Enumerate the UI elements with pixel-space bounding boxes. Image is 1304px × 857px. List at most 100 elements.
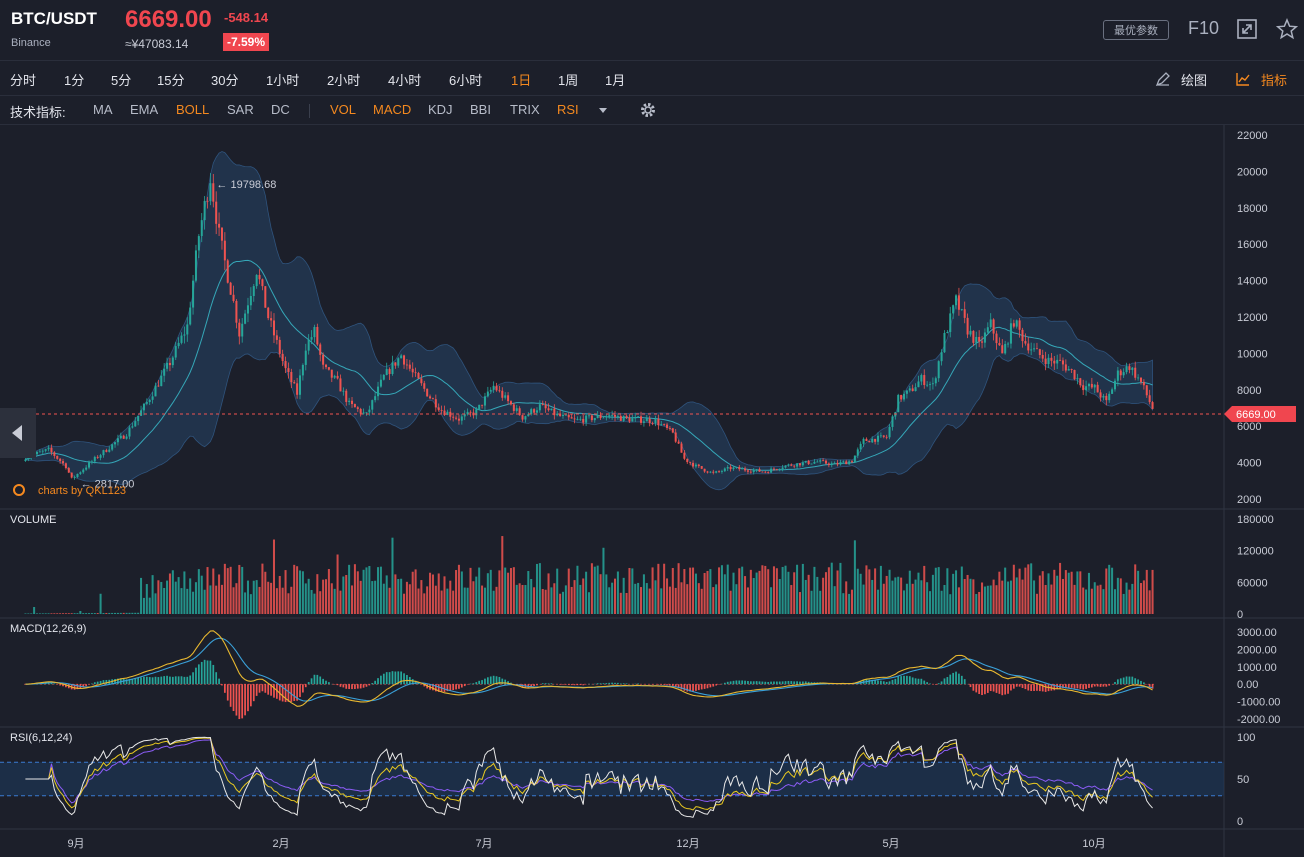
candle-body: [735, 467, 738, 468]
macd-histogram-bar: [1067, 684, 1070, 689]
candle-body: [694, 464, 697, 467]
candle-body: [73, 477, 76, 478]
pair-title: BTC/USDT: [11, 9, 97, 28]
tf-4h[interactable]: 4小时: [388, 73, 422, 88]
ind-kdj[interactable]: KDJ: [428, 102, 453, 117]
volume-bar: [434, 585, 437, 614]
chart-area[interactable]: 2200020000180001600014000120001000080006…: [0, 125, 1304, 857]
candle-body: [729, 467, 732, 470]
volume-bar: [244, 592, 247, 614]
volume-bar: [252, 580, 255, 614]
volume-bar: [853, 540, 856, 614]
volume-bar: [807, 574, 810, 614]
macd-histogram-bar: [356, 684, 359, 689]
tf-30m[interactable]: 30分: [211, 73, 239, 88]
volume-bar: [527, 571, 530, 614]
collapse-panel-button[interactable]: [0, 408, 36, 458]
volume-bar: [99, 593, 102, 614]
macd-histogram-bar: [437, 684, 440, 692]
macd-histogram-bar: [619, 683, 622, 685]
volume-bar: [553, 583, 556, 614]
ind-rsi[interactable]: RSI: [557, 102, 579, 117]
volume-bar: [533, 587, 536, 614]
tf-1d[interactable]: 1日: [511, 73, 532, 88]
tf-2h[interactable]: 2小时: [327, 73, 361, 88]
volume-bar: [122, 612, 125, 614]
macd-histogram-bar: [348, 684, 350, 690]
macd-histogram-bar: [215, 672, 218, 685]
ind-boll[interactable]: BOLL: [176, 102, 210, 117]
candle-body: [703, 468, 706, 472]
ind-vol[interactable]: VOL: [330, 102, 357, 117]
settings-gear-icon[interactable]: [639, 101, 657, 119]
macd-histogram-bar: [455, 684, 457, 690]
volume-bar: [634, 583, 637, 614]
macd-histogram-bar: [1041, 684, 1044, 692]
macd-histogram-bar: [761, 681, 764, 685]
volume-bar: [775, 568, 778, 614]
volume-bar: [220, 584, 223, 614]
tf-5m[interactable]: 5分: [111, 73, 132, 88]
candle-body: [455, 417, 458, 419]
macd-histogram-bar: [1033, 684, 1035, 691]
candle-body: [1073, 369, 1076, 380]
ind-ma[interactable]: MA: [93, 102, 113, 117]
candle-body: [359, 408, 362, 414]
tf-1m[interactable]: 1分: [64, 73, 85, 88]
tf-6h[interactable]: 6小时: [449, 73, 483, 88]
candle-body: [310, 337, 313, 340]
macd-histogram-bar: [1076, 684, 1079, 689]
tf-fenshi[interactable]: 分时: [10, 73, 37, 88]
tf-1h[interactable]: 1小时: [266, 73, 300, 88]
draw-button[interactable]: 绘图: [1181, 73, 1208, 88]
candle-body: [622, 415, 625, 421]
volume-bar: [177, 577, 180, 614]
volume-bar: [715, 584, 718, 614]
volume-bar: [1122, 593, 1125, 614]
candle-body: [1119, 370, 1122, 376]
pencil-icon[interactable]: [1155, 71, 1171, 87]
candle-body: [1067, 369, 1070, 371]
candle-body: [348, 400, 351, 402]
ind-macd[interactable]: MACD: [373, 102, 412, 117]
candle-body: [122, 435, 125, 439]
volume-bar: [333, 588, 336, 614]
candle-body: [333, 375, 336, 378]
macd-histogram-bar: [501, 678, 504, 685]
macd-histogram-bar: [325, 680, 327, 685]
tf-1mo[interactable]: 1月: [605, 73, 626, 88]
candle-body: [96, 456, 99, 458]
volume-bar: [946, 568, 949, 614]
candle-body: [524, 416, 527, 420]
ind-sar[interactable]: SAR: [227, 102, 254, 117]
macd-histogram-bar: [622, 683, 625, 685]
candle-body: [134, 421, 137, 427]
ind-ema[interactable]: EMA: [130, 102, 159, 117]
volume-bar: [813, 566, 816, 614]
best-params-button[interactable]: 最优参数: [1103, 20, 1169, 40]
fullscreen-icon[interactable]: [1236, 18, 1258, 40]
indicator-button[interactable]: 指标: [1261, 73, 1288, 88]
candle-body: [579, 418, 582, 420]
candle-body: [275, 335, 278, 340]
candle-body: [481, 404, 484, 406]
ind-bbi[interactable]: BBI: [470, 102, 491, 117]
volume-bar: [382, 583, 385, 614]
ind-dc[interactable]: DC: [271, 102, 290, 117]
volume-tick-label: 0: [1237, 609, 1243, 621]
star-icon[interactable]: [1276, 18, 1298, 40]
volume-bar: [1070, 571, 1073, 614]
candle-body: [405, 364, 408, 366]
f10-button[interactable]: F10: [1188, 18, 1220, 38]
candle-body: [264, 286, 267, 308]
macd-histogram-bar: [463, 684, 466, 687]
macd-histogram-bar: [96, 681, 99, 685]
candle-body: [272, 320, 275, 336]
macd-histogram-bar: [371, 683, 374, 685]
ind-trix[interactable]: TRIX: [510, 102, 540, 117]
tf-15m[interactable]: 15分: [157, 73, 185, 88]
dropdown-caret-icon[interactable]: [598, 106, 608, 114]
candle-body: [255, 274, 258, 287]
indicator-chart-icon[interactable]: [1235, 71, 1251, 87]
tf-1w[interactable]: 1周: [558, 73, 579, 88]
